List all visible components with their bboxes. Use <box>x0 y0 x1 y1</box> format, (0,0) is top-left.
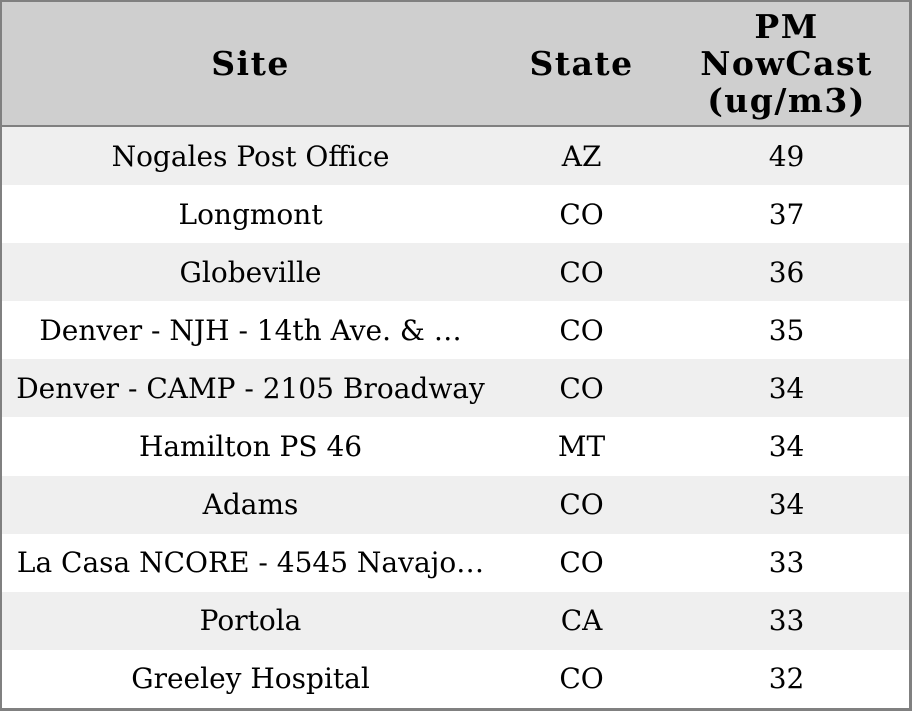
site-cell: Adams <box>202 488 299 522</box>
pm-nowcast-cell: 33 <box>768 546 805 580</box>
table-row: Denver - CAMP - 2105 Broadway CO 34 <box>2 359 909 418</box>
pm-nowcast-cell: 36 <box>768 255 805 289</box>
pm-nowcast-cell: 34 <box>768 371 805 405</box>
column-header-site: Site <box>2 2 500 127</box>
state-cell: CO <box>559 488 604 522</box>
column-header-state: State <box>499 2 665 127</box>
site-cell: Greeley Hospital <box>131 662 370 696</box>
pm-nowcast-cell: 32 <box>768 662 805 696</box>
state-cell: CO <box>559 546 604 580</box>
column-header-pm-nowcast: PM NowCast (ug/m3) <box>664 2 909 127</box>
table-row: Longmont CO 37 <box>2 185 909 244</box>
table-row: Nogales Post Office AZ 49 <box>2 126 909 186</box>
state-cell: CA <box>560 604 603 638</box>
table-row: La Casa NCORE - 4545 Navajo… CO 33 <box>2 533 909 592</box>
site-cell: Portola <box>199 604 302 638</box>
site-cell: Longmont <box>178 197 323 231</box>
state-cell: MT <box>557 430 606 464</box>
table-body: Nogales Post Office AZ 49 Longmont CO 37… <box>2 126 909 708</box>
pm-nowcast-cell: 37 <box>768 197 805 231</box>
site-cell: Denver - CAMP - 2105 Broadway <box>16 371 485 405</box>
state-cell: CO <box>559 255 604 289</box>
site-cell: Denver - NJH - 14th Ave. & … <box>39 313 462 347</box>
pm-nowcast-cell: 49 <box>768 139 805 173</box>
site-cell: Globeville <box>179 255 322 289</box>
table-row: Greeley Hospital CO 32 <box>2 649 909 708</box>
state-cell: CO <box>559 313 604 347</box>
site-cell: Hamilton PS 46 <box>138 430 363 464</box>
site-cell: La Casa NCORE - 4545 Navajo… <box>16 546 485 580</box>
table-row: Portola CA 33 <box>2 591 909 650</box>
pm-nowcast-cell: 35 <box>768 313 805 347</box>
table-row: Adams CO 34 <box>2 475 909 534</box>
site-cell: Nogales Post Office <box>111 139 390 173</box>
table-row: Globeville CO 36 <box>2 243 909 302</box>
pm-nowcast-cell: 33 <box>768 604 805 638</box>
state-cell: CO <box>559 371 604 405</box>
header-row: Site State PM NowCast (ug/m3) <box>2 2 909 127</box>
pm-nowcast-cell: 34 <box>768 488 805 522</box>
pm-nowcast-cell: 34 <box>768 430 805 464</box>
state-cell: AZ <box>561 139 602 173</box>
table-row: Denver - NJH - 14th Ave. & … CO 35 <box>2 301 909 360</box>
state-cell: CO <box>559 662 604 696</box>
state-cell: CO <box>559 197 604 231</box>
table-row: Hamilton PS 46 MT 34 <box>2 417 909 476</box>
